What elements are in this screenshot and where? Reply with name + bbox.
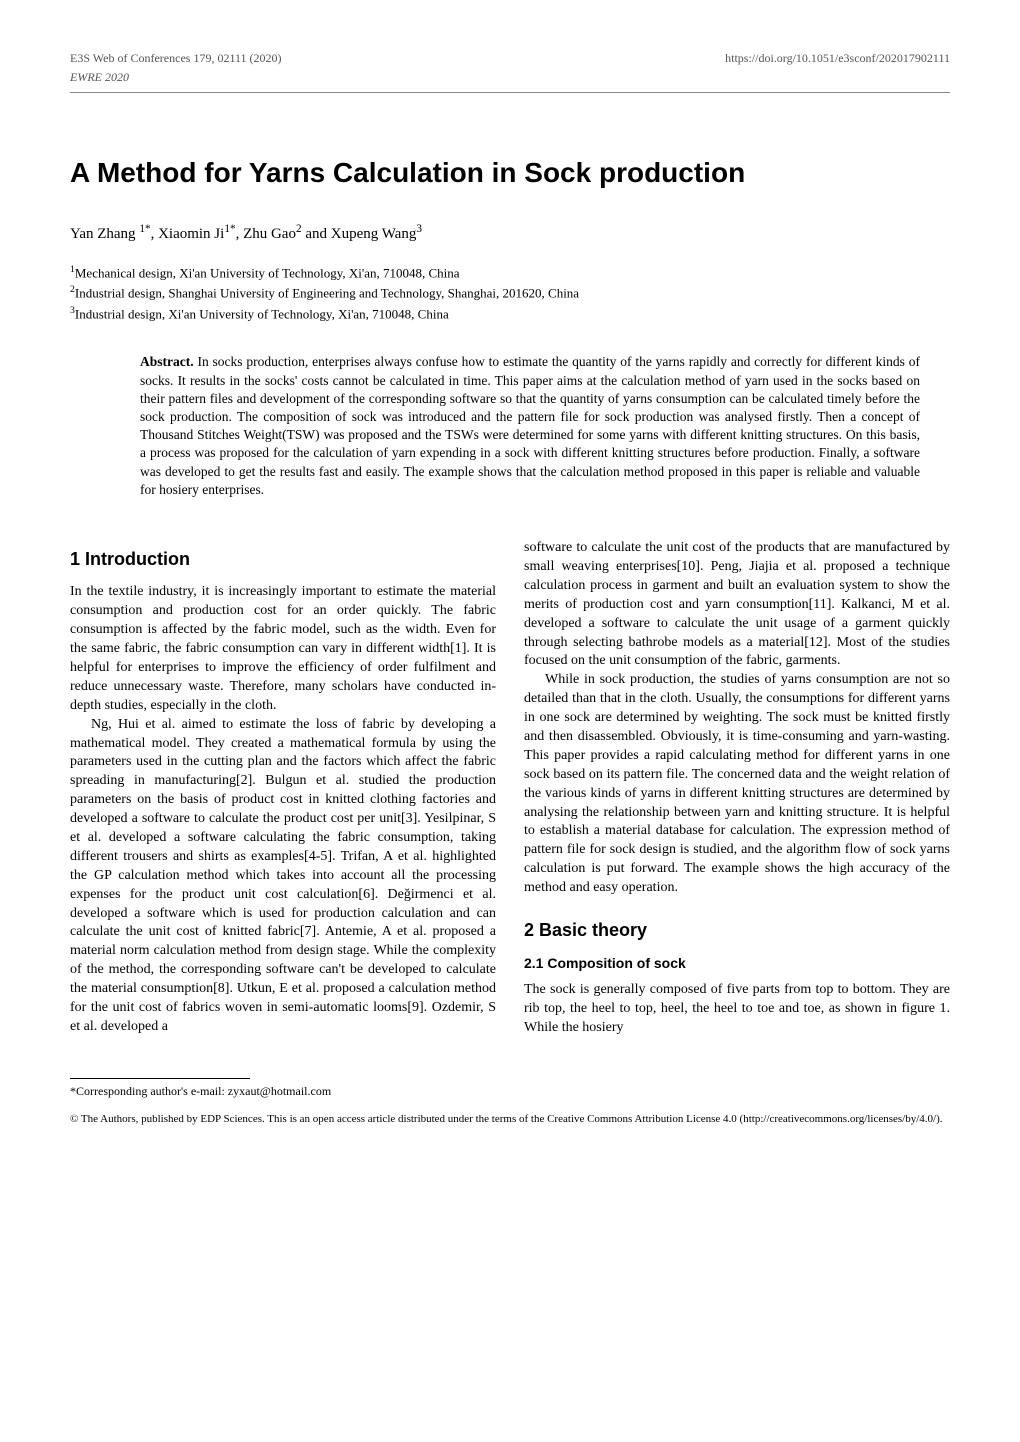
conference-name: EWRE 2020	[70, 69, 950, 86]
header-row: E3S Web of Conferences 179, 02111 (2020)…	[70, 50, 950, 67]
affil-text-1: Mechanical design, Xi'an University of T…	[75, 265, 460, 280]
intro-paragraph-4: While in sock production, the studies of…	[524, 671, 950, 898]
intro-paragraph-1: In the textile industry, it is increasin…	[70, 583, 496, 715]
authors-line: Yan Zhang 1*, Xiaomin Ji1*, Zhu Gao2 and…	[70, 222, 950, 245]
abstract-label: Abstract.	[140, 354, 194, 369]
intro-paragraph-2: Ng, Hui et al. aimed to estimate the los…	[70, 716, 496, 1037]
affil-text-3: Industrial design, Xi'an University of T…	[75, 306, 449, 321]
corresponding-author-footnote: *Corresponding author's e-mail: zyxaut@h…	[70, 1083, 950, 1100]
abstract-text: In socks production, enterprises always …	[140, 354, 920, 497]
section-introduction-heading: 1 Introduction	[70, 547, 496, 571]
abstract-block: Abstract. In socks production, enterpris…	[140, 353, 920, 499]
header-divider	[70, 92, 950, 93]
doi-link: https://doi.org/10.1051/e3sconf/20201790…	[725, 50, 950, 67]
affiliation-3: 3Industrial design, Xi'an University of …	[70, 304, 950, 324]
subsection-composition-heading: 2.1 Composition of sock	[524, 954, 950, 973]
footnote-divider	[70, 1078, 250, 1079]
affiliations-block: 1Mechanical design, Xi'an University of …	[70, 263, 950, 324]
affiliation-2: 2Industrial design, Shanghai University …	[70, 283, 950, 303]
journal-reference: E3S Web of Conferences 179, 02111 (2020)	[70, 50, 282, 67]
copyright-notice: © The Authors, published by EDP Sciences…	[70, 1112, 950, 1126]
intro-paragraph-3: software to calculate the unit cost of t…	[524, 539, 950, 671]
affiliation-1: 1Mechanical design, Xi'an University of …	[70, 263, 950, 283]
paper-title: A Method for Yarns Calculation in Sock p…	[70, 153, 950, 192]
composition-paragraph: The sock is generally composed of five p…	[524, 981, 950, 1038]
section-basic-theory-heading: 2 Basic theory	[524, 918, 950, 942]
left-column: 1 Introduction In the textile industry, …	[70, 539, 496, 1038]
affil-text-2: Industrial design, Shanghai University o…	[75, 286, 579, 301]
two-column-layout: 1 Introduction In the textile industry, …	[70, 539, 950, 1038]
right-column: software to calculate the unit cost of t…	[524, 539, 950, 1038]
